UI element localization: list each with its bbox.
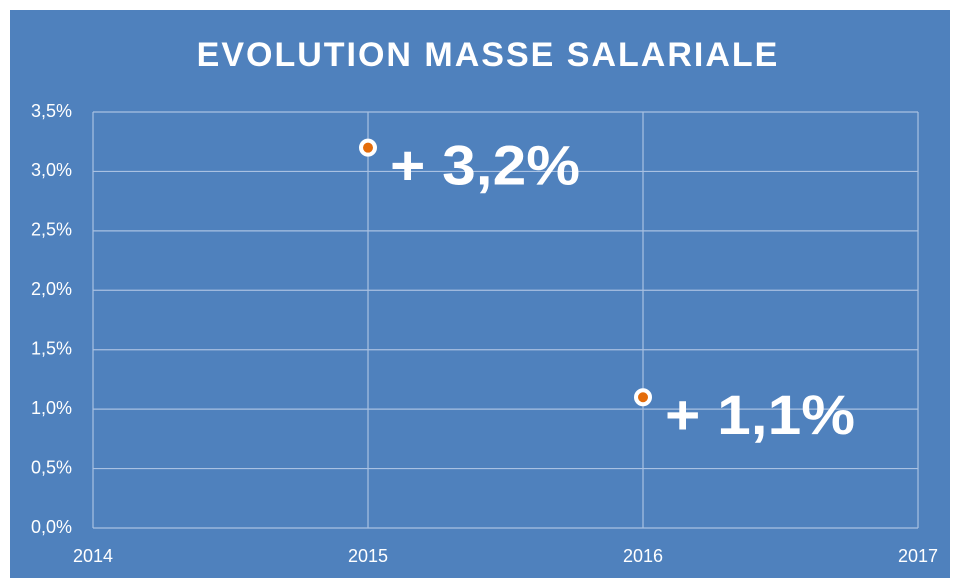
value-label: + 3,2% [390,133,580,196]
chart-title: EVOLUTION MASSE SALARIALE [197,36,780,74]
chart-background [10,10,950,578]
y-tick-label: 1,5% [31,338,72,358]
point [634,388,652,407]
x-tick-label: 2016 [623,546,663,566]
x-tick-label: 2015 [348,546,388,566]
y-tick-label: 0,5% [31,457,72,477]
y-tick-label: 3,5% [31,101,72,121]
x-tick-label: 2017 [898,546,938,566]
value-label: + 1,1% [665,383,855,446]
y-tick-label: 2,5% [31,220,72,240]
y-tick-label: 3,0% [31,160,72,180]
x-tick-label: 2014 [73,546,113,566]
y-tick-label: 1,0% [31,398,72,418]
y-tick-label: 2,0% [31,279,72,299]
y-tick-label: 0,0% [31,517,72,537]
point [359,138,377,157]
